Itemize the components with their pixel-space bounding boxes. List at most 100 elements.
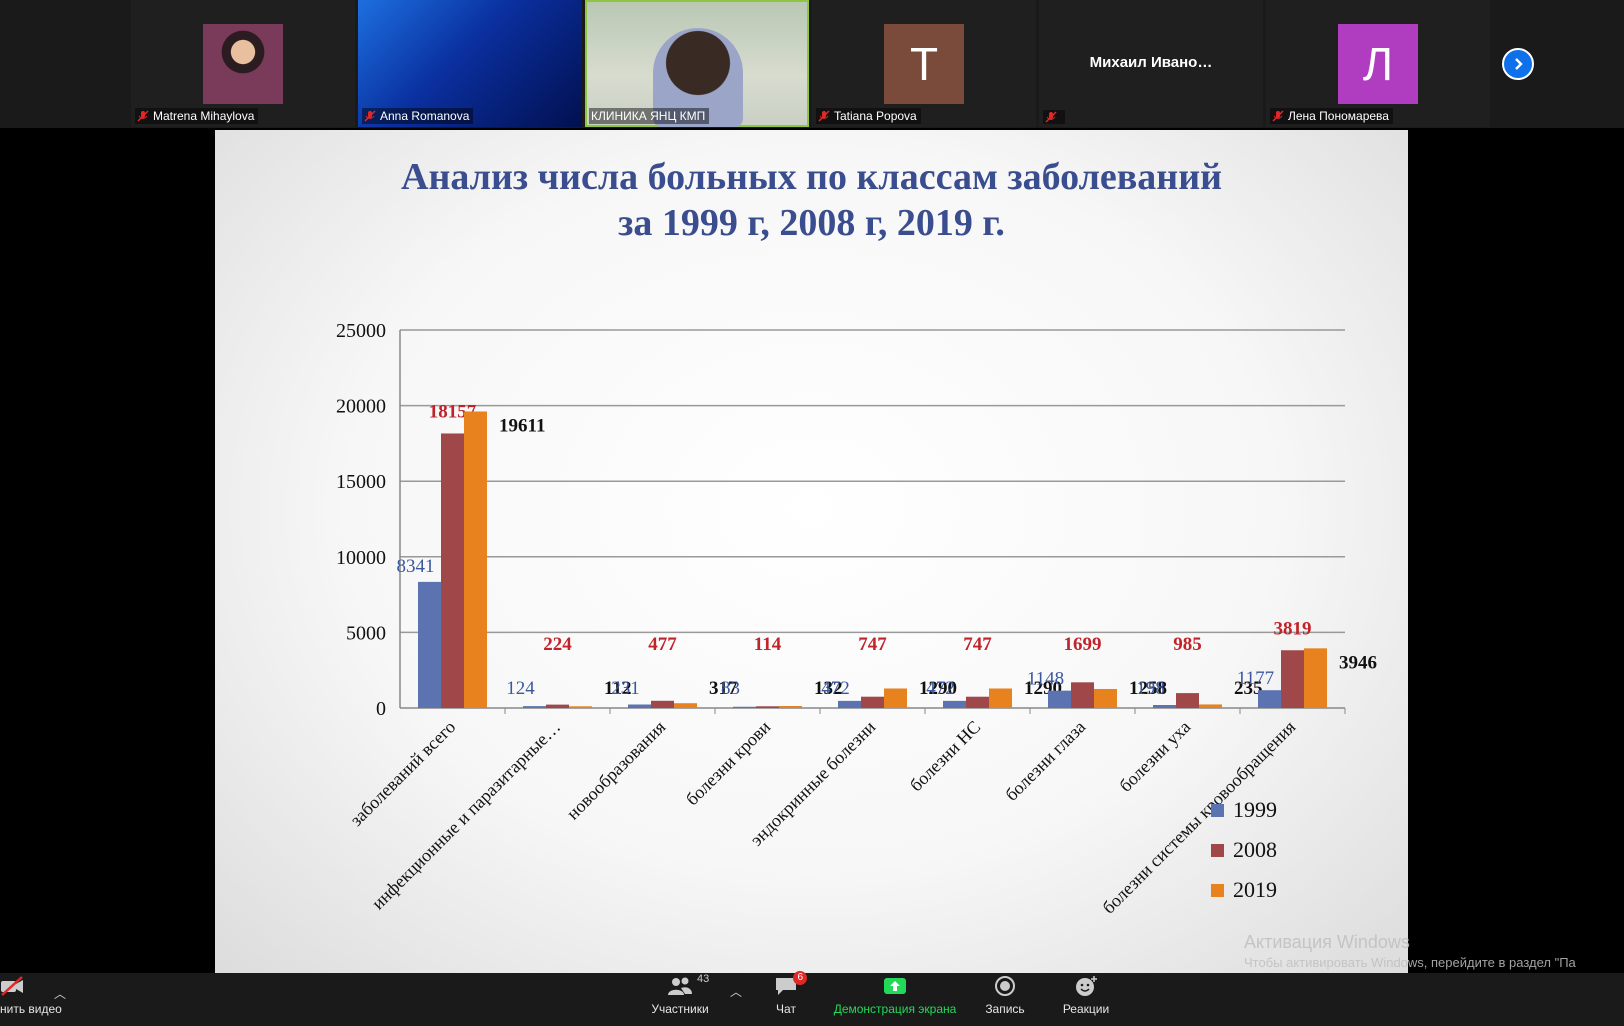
participant-name: Matrena Mihaylova: [135, 108, 259, 124]
mic-muted-icon: [1272, 110, 1284, 122]
windows-activation-title: Активация Windows: [1244, 932, 1410, 952]
video-button[interactable]: нить видео: [0, 973, 62, 1026]
participant-name: Anna Romanova: [362, 108, 474, 124]
share-screen-label: Демонстрация экрана: [833, 1002, 957, 1016]
participant-tile[interactable]: КЛИНИКА ЯНЦ КМП: [585, 0, 809, 127]
legend-label: 2008: [1233, 837, 1277, 862]
participants-label: Участники: [651, 1002, 709, 1016]
chat-icon: 6: [773, 971, 807, 997]
mic-muted-icon: [364, 110, 376, 122]
shared-slide: Анализ числа больных по классам заболева…: [215, 130, 1408, 973]
participant-tile[interactable]: T Tatiana Popova: [812, 0, 1036, 127]
data-label: 747: [858, 634, 887, 655]
record-button[interactable]: Запись: [980, 973, 1030, 1026]
bar: [441, 433, 464, 708]
participant-tile[interactable]: Anna Romanova: [358, 0, 582, 127]
data-label: 132: [814, 678, 843, 699]
data-label: 114: [754, 634, 782, 655]
data-label: 985: [1173, 634, 1202, 655]
slide-title-line1: Анализ числа больных по классам заболева…: [401, 156, 1222, 198]
bar: [756, 706, 779, 708]
data-label: 8341: [397, 556, 435, 577]
next-page-button[interactable]: [1502, 48, 1534, 80]
x-tick-label: новообразования: [563, 717, 670, 824]
data-label: 3946: [1339, 652, 1377, 673]
participants-button[interactable]: 43 Участники: [640, 973, 720, 1026]
bar: [1176, 693, 1199, 708]
y-tick-label: 15000: [336, 471, 386, 493]
data-label: 747: [963, 634, 992, 655]
chat-badge: 6: [793, 971, 807, 985]
data-label: 231: [611, 678, 640, 699]
bar: [838, 700, 861, 708]
participant-name: [1043, 110, 1065, 124]
bar: [1071, 682, 1094, 708]
chevron-right-icon: [1515, 58, 1523, 70]
x-tick-label: болезни глаза: [1001, 717, 1089, 805]
reactions-button[interactable]: Реакции: [1056, 973, 1116, 1026]
bar: [1048, 690, 1071, 708]
y-tick-label: 20000: [336, 396, 386, 418]
participant-strip: Matrena Mihaylova Anna Romanova КЛИНИКА ЯН…: [0, 0, 1624, 128]
legend-swatch: [1211, 844, 1224, 857]
y-tick-label: 10000: [336, 547, 386, 569]
chat-button[interactable]: 6 Чат: [766, 971, 807, 1026]
slide-title-line2: за 1999 г, 2008 г, 2019 г.: [618, 202, 1005, 244]
data-label: 3819: [1274, 618, 1312, 639]
participant-name-text: КЛИНИКА ЯНЦ КМП: [591, 109, 706, 123]
bar: [943, 700, 966, 708]
participants-caret-icon[interactable]: ︿: [730, 985, 743, 999]
bar: [989, 688, 1012, 708]
participant-name-text: Tatiana Popova: [834, 109, 917, 123]
record-icon: [992, 975, 1018, 997]
bar: [674, 703, 697, 708]
bar: [651, 700, 674, 708]
data-label: 235: [1234, 678, 1263, 699]
video-options-caret-icon[interactable]: ︿: [54, 987, 67, 1001]
participant-tile[interactable]: Л Лена Пономарева: [1266, 0, 1490, 127]
participant-display-name: Михаил Ивано…: [1089, 54, 1213, 71]
bar: [733, 706, 756, 708]
legend-swatch: [1211, 884, 1224, 897]
avatar: T: [884, 24, 964, 104]
windows-activation-subtitle: Чтобы активировать Windows, перейдите в …: [1244, 955, 1576, 970]
legend-label: 2019: [1233, 877, 1277, 902]
share-screen-button[interactable]: Демонстрация экрана: [830, 973, 960, 1026]
legend-label: 1999: [1233, 797, 1277, 822]
data-label: 317: [709, 678, 738, 699]
data-label: 112: [604, 678, 631, 699]
x-tick-label: болезни крови: [682, 716, 775, 809]
data-label: 1148: [1027, 669, 1064, 690]
participant-name: Лена Пономарева: [1270, 108, 1393, 124]
reactions-label: Реакции: [1062, 1002, 1110, 1016]
participant-video: [653, 28, 743, 127]
participants-icon: 43: [667, 973, 709, 997]
participant-tile[interactable]: Matrena Mihaylova: [131, 0, 355, 127]
data-label: 1177: [1237, 668, 1274, 689]
x-tick-label: инфекционные и паразитарные…: [368, 717, 565, 914]
x-tick-label: болезни уха: [1115, 717, 1194, 796]
bar-chart: 050001000015000200002500083411815719611з…: [336, 320, 1377, 918]
participant-tile[interactable]: Михаил Ивано…: [1039, 0, 1263, 127]
legend-swatch: [1211, 804, 1224, 817]
data-label: 472: [926, 678, 955, 699]
bar: [966, 696, 989, 708]
participant-name-text: Matrena Mihaylova: [153, 109, 255, 123]
data-label: 198: [1136, 678, 1165, 699]
bar: [779, 706, 802, 708]
bar: [1258, 690, 1281, 708]
bar: [546, 704, 569, 708]
participant-name: Tatiana Popova: [816, 108, 921, 124]
y-tick-label: 25000: [336, 320, 386, 342]
meeting-toolbar: нить видео ︿ 43 Участники ︿ 6 Чат Демонс…: [0, 971, 1624, 1026]
data-label: 224: [543, 634, 572, 655]
bar: [569, 706, 592, 708]
y-tick-label: 0: [376, 698, 386, 720]
data-label: 472: [821, 678, 850, 699]
x-tick-label: болезни НС: [906, 717, 984, 795]
participant-name: КЛИНИКА ЯНЦ КМП: [589, 108, 710, 124]
bar: [884, 688, 907, 708]
video-off-icon: [0, 975, 26, 997]
avatar: Л: [1338, 24, 1418, 104]
y-tick-label: 5000: [346, 622, 386, 644]
